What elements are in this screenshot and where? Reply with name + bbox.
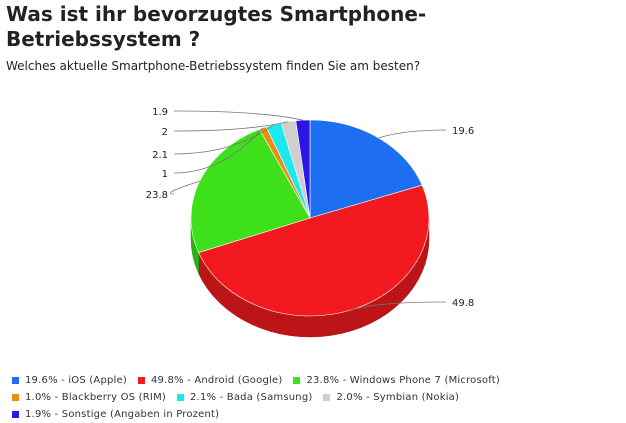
- pie-slice-ios-apple[interactable]: [309, 119, 423, 219]
- chart-subtitle: Welches aktuelle Smartphone-Betriebssyst…: [6, 59, 421, 73]
- legend-row: 19.6% - iOS (Apple) 49.8% - Android (Goo…: [12, 372, 511, 389]
- data-label: 19.6: [452, 126, 474, 137]
- label-leader-line: [173, 121, 289, 132]
- legend-swatch: [12, 394, 19, 401]
- legend-label: 19.6% - iOS (Apple): [25, 375, 127, 386]
- legend-label: 2.0% - Symbian (Nokia): [336, 392, 460, 403]
- pie-slice-android-google[interactable]: [198, 184, 430, 317]
- legend-label: 23.8% - Windows Phone 7 (Microsoft): [306, 375, 500, 386]
- data-label: 2: [162, 127, 168, 138]
- legend-label: 1.9% - Sonstige (Angaben in Prozent): [25, 409, 220, 420]
- legend-item-bada[interactable]: 2.1% - Bada (Samsung): [177, 392, 312, 403]
- legend-row: 1.9% - Sonstige (Angaben in Prozent): [12, 406, 511, 423]
- chart-legend: 19.6% - iOS (Apple) 49.8% - Android (Goo…: [12, 372, 511, 423]
- legend-item-windows-phone[interactable]: 23.8% - Windows Phone 7 (Microsoft): [293, 375, 500, 386]
- data-label: 1.9: [152, 107, 168, 118]
- data-label: 2.1: [152, 150, 168, 161]
- chart-title-line-1: Was ist ihr bevorzugtes Smartphone-: [6, 2, 427, 26]
- label-leader-line: [378, 129, 447, 139]
- legend-swatch: [12, 377, 19, 384]
- legend-swatch: [293, 377, 301, 384]
- legend-label: 49.8% - Android (Google): [150, 375, 283, 386]
- legend-item-sonstige[interactable]: 1.9% - Sonstige (Angaben in Prozent): [12, 409, 219, 420]
- legend-swatch: [177, 394, 184, 401]
- legend-item-android[interactable]: 49.8% - Android (Google): [137, 375, 283, 386]
- legend-swatch: [137, 377, 145, 384]
- legend-label: 2.1% - Bada (Samsung): [190, 392, 313, 403]
- legend-row: 1.0% - Blackberry OS (RIM) 2.1% - Bada (…: [12, 389, 511, 406]
- chart-title-line-2: Betriebssystem ?: [6, 27, 201, 51]
- legend-item-symbian[interactable]: 2.0% - Symbian (Nokia): [323, 392, 459, 403]
- label-leader-line: [169, 180, 200, 195]
- data-label: 23.8: [146, 190, 168, 201]
- data-label: 49.8: [452, 298, 474, 309]
- pie-slice-windows-phone-7-microsoft[interactable]: [190, 128, 311, 253]
- label-leader-line: [350, 301, 447, 311]
- legend-item-blackberry[interactable]: 1.0% - Blackberry OS (RIM): [12, 392, 166, 403]
- chart-title: Was ist ihr bevorzugtes Smartphone- Betr…: [6, 2, 606, 52]
- legend-label: 1.0% - Blackberry OS (RIM): [25, 392, 166, 403]
- legend-swatch: [323, 394, 331, 401]
- label-leader-line: [173, 124, 274, 155]
- legend-item-ios[interactable]: 19.6% - iOS (Apple): [12, 375, 127, 386]
- legend-swatch: [12, 411, 19, 418]
- data-label: 1: [162, 169, 168, 180]
- pie-slice-sonstige[interactable]: [295, 119, 311, 219]
- label-leader-line: [173, 110, 304, 121]
